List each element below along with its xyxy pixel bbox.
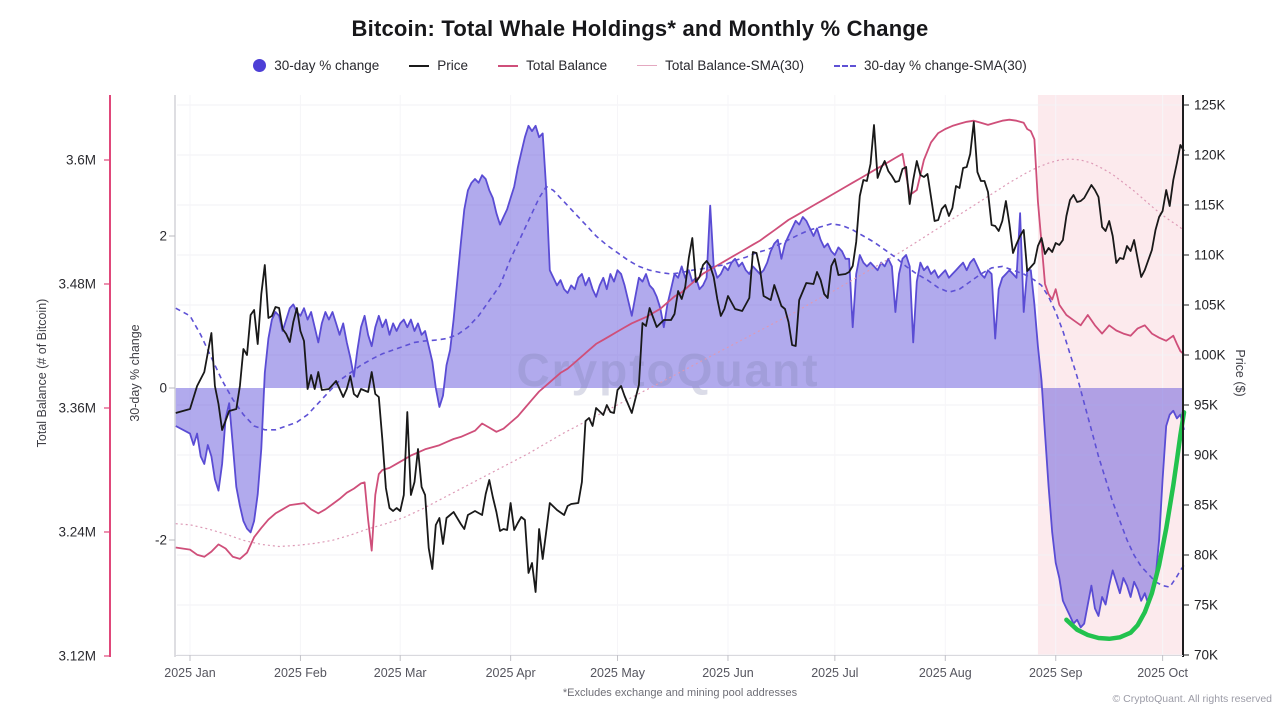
legend-swatch-thin <box>637 65 658 66</box>
legend-swatch-line <box>498 64 519 67</box>
price-tick-label: 110K <box>1194 248 1225 263</box>
legend-swatch-dot <box>253 59 267 72</box>
legend-label: 30-day % change-SMA(30) <box>863 58 1027 73</box>
x-tick-label: 2025 Jun <box>702 666 753 680</box>
x-tick-label: 2025 Oct <box>1137 666 1188 680</box>
x-tick-label: 2025 Jan <box>164 666 215 680</box>
copyright: © CryptoQuant. All rights reserved <box>1112 693 1272 705</box>
balance-tick-label: 3.48M <box>58 276 96 291</box>
price-tick-label: 120K <box>1194 148 1226 163</box>
legend-item-2[interactable]: Total Balance <box>498 58 607 73</box>
legend-item-4[interactable]: 30-day % change-SMA(30) <box>833 58 1027 73</box>
legend-item-3[interactable]: Total Balance-SMA(30) <box>637 58 804 73</box>
legend-label: Price <box>437 58 469 73</box>
pct-tick-label: 2 <box>159 229 167 244</box>
footnote: *Excludes exchange and mining pool addre… <box>562 687 798 699</box>
x-tick-label: 2025 Mar <box>374 666 427 680</box>
balance-tick-label: 3.36M <box>58 400 96 415</box>
balance-tick-label: 3.24M <box>58 524 96 539</box>
x-tick-label: 2025 Jul <box>811 666 858 680</box>
x-tick-label: 2025 Sep <box>1029 666 1083 680</box>
price-tick-label: 100K <box>1194 348 1226 363</box>
pct-tick-label: 0 <box>159 381 167 396</box>
price-tick-label: 125K <box>1194 98 1226 113</box>
legend: 30-day % change Price Total Balance Total B… <box>0 58 1280 73</box>
x-tick-label: 2025 May <box>590 666 646 680</box>
balance-tick-label: 3.6M <box>66 153 96 168</box>
legend-swatch-line <box>409 64 430 67</box>
price-tick-label: 105K <box>1194 298 1226 313</box>
price-tick-label: 115K <box>1194 198 1225 213</box>
price-tick-label: 90K <box>1194 448 1218 463</box>
legend-swatch-dashed <box>833 64 856 67</box>
price-tick-label: 75K <box>1194 598 1218 613</box>
balance-tick-label: 3.12M <box>58 648 96 663</box>
x-tick-label: 2025 Aug <box>919 666 972 680</box>
legend-label: 30-day % change <box>274 58 380 73</box>
price-tick-label: 80K <box>1194 548 1218 563</box>
chart-title: Bitcoin: Total Whale Holdings* and Month… <box>351 16 929 41</box>
price-tick-label: 85K <box>1194 498 1218 513</box>
x-tick-label: 2025 Apr <box>486 666 536 680</box>
watermark: CryptoQuant <box>516 344 819 396</box>
pct-change-area <box>175 125 1184 628</box>
legend-item-0[interactable]: 30-day % change <box>253 58 379 73</box>
legend-label: Total Balance-SMA(30) <box>665 58 804 73</box>
legend-label: Total Balance <box>526 58 608 73</box>
price-tick-label: 95K <box>1194 398 1218 413</box>
price-tick-label: 70K <box>1194 648 1218 663</box>
price-line <box>175 121 1185 593</box>
pct-change-sma-line <box>175 185 1185 588</box>
legend-item-1[interactable]: Price <box>409 58 468 73</box>
green-bounce-curve <box>1064 410 1187 642</box>
x-tick-label: 2025 Feb <box>274 666 327 680</box>
pct-tick-label: -2 <box>155 533 167 548</box>
